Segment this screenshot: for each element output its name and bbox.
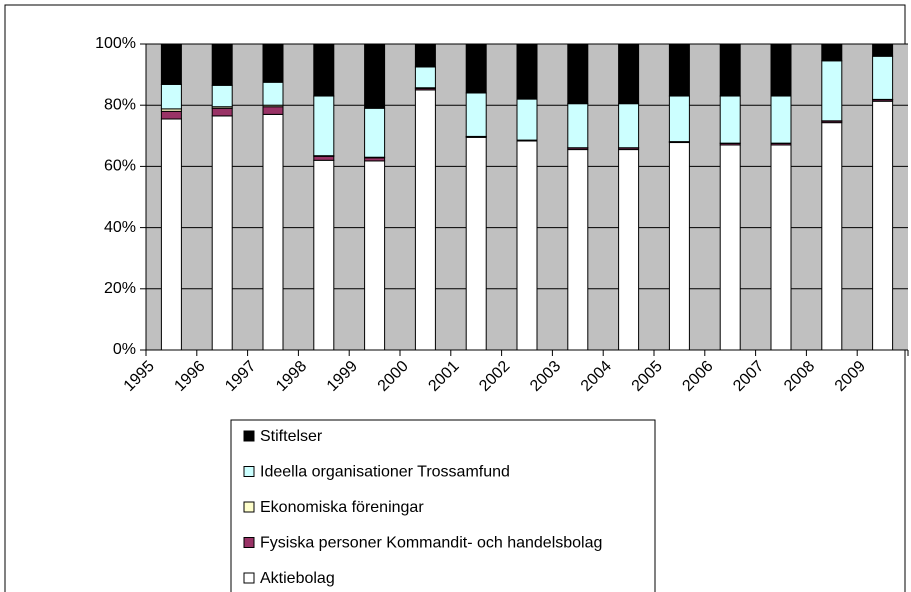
bar-segment [262,106,284,115]
y-tick-label: 20% [104,280,136,297]
bar-segment [160,43,182,85]
bar-segment [211,115,233,351]
bar-segment [313,159,335,351]
bar-segment [211,43,233,86]
bar-segment [567,149,589,351]
bar-segment [465,136,487,351]
legend-label: Stiftelser [260,428,323,445]
bar-segment [618,149,640,351]
y-tick-label: 80% [104,96,136,113]
bar-segment [668,43,690,97]
bar-segment [821,43,843,62]
bar-segment [160,110,182,120]
bar-segment [364,43,386,109]
bar-segment [719,95,741,144]
bar-segment [821,60,843,122]
y-tick-label: 100% [95,35,136,52]
bar-segment [262,81,284,106]
bar-segment [262,43,284,83]
bar-segment [414,89,436,351]
legend-box [230,419,656,592]
y-tick-label: 0% [113,341,136,358]
bar-segment [516,43,538,100]
bar-segment [414,66,436,89]
bar-segment [567,43,589,105]
bar-segment [872,100,894,351]
y-tick-label: 60% [104,158,136,175]
bar-segment [567,103,589,149]
bar-segment [516,140,538,351]
bar-segment [160,83,182,110]
bar-segment [364,107,386,158]
legend-swatch [243,537,255,548]
bar-segment [211,107,233,117]
bar-segment [160,118,182,351]
legend-swatch [243,466,255,477]
bar-segment [872,43,894,57]
bar-segment [465,43,487,94]
legend-swatch [243,430,255,442]
bar-segment [313,155,335,161]
bar-segment [364,160,386,351]
bar-segment [770,144,792,351]
bar-segment [770,43,792,97]
bar-segment [414,43,436,68]
bar-segment [668,142,690,351]
bar-segment [719,43,741,97]
legend-swatch [243,572,255,584]
legend-label: Ideella organisationer Trossamfund [260,464,510,481]
bar-segment [465,92,487,137]
bar-segment [313,95,335,157]
bar-segment [821,122,843,351]
legend-label: Ekonomiska föreningar [260,499,424,516]
legend-label: Fysiska personer Kommandit- och handelsb… [260,535,602,552]
bar-segment [719,144,741,351]
bar-segment [516,98,538,141]
bar-segment [872,55,894,100]
bar-segment [618,43,640,105]
legend-label: Aktiebolag [260,570,335,587]
bar-segment [618,103,640,149]
bar-segment [211,84,233,108]
bar-segment [313,43,335,97]
bar-segment [770,95,792,144]
y-tick-label: 40% [104,219,136,236]
bar-segment [262,113,284,351]
legend-swatch [243,501,255,513]
bar-segment [668,95,690,143]
